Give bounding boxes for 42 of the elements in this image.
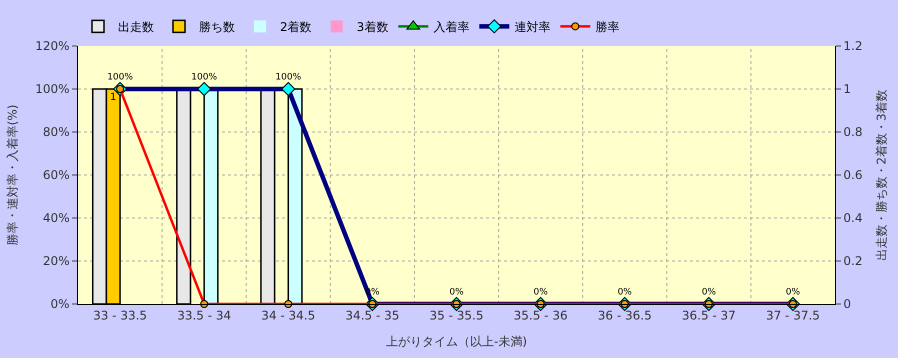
y-axis-title: 勝率・連対率・入着率(%) xyxy=(6,104,20,246)
y-tick-label: 40% xyxy=(42,211,70,226)
x-tick-label: 37 - 37.5 xyxy=(766,308,820,322)
legend-label: 勝ち数 xyxy=(199,20,235,34)
x-tick-label: 36 - 36.5 xyxy=(598,308,652,322)
data-label: 0% xyxy=(702,288,716,298)
x-tick-label: 35.5 - 36 xyxy=(514,308,568,322)
y-tick-label: 120% xyxy=(35,39,70,54)
x-tick-label: 33.5 - 34 xyxy=(177,308,232,322)
x-tick-label: 34.5 - 35 xyxy=(345,308,400,322)
y-tick-label: 0% xyxy=(50,297,70,312)
y-tick-label: 80% xyxy=(42,125,70,140)
y2-tick-label: 0.6 xyxy=(843,168,862,182)
y-tick-label: 60% xyxy=(42,168,70,182)
legend-label: 入着率 xyxy=(433,20,470,34)
data-label: 1 xyxy=(110,92,116,103)
legend-label: 2着数 xyxy=(280,20,312,34)
y2-axis-title: 出走数・勝ち数・2着数・3着数 xyxy=(874,89,888,261)
y2-tick-label: 0 xyxy=(843,297,852,312)
data-label: 100% xyxy=(191,72,218,82)
x-tick-label: 33 - 33.5 xyxy=(93,308,148,322)
legend-label: 3着数 xyxy=(356,20,388,34)
data-label: 100% xyxy=(275,72,302,82)
y2-tick-label: 0.4 xyxy=(843,211,862,226)
x-tick-label: 35 - 35.5 xyxy=(430,308,484,322)
legend-label: 出走数 xyxy=(118,20,154,34)
data-label: 0% xyxy=(786,288,801,298)
x-tick-label: 34 - 34.5 xyxy=(261,308,316,322)
legend-label: 勝率 xyxy=(595,20,620,34)
x-tick-label: 36.5 - 37 xyxy=(682,308,736,322)
y2-tick-label: 0.2 xyxy=(843,254,862,268)
data-label: 0% xyxy=(449,288,464,298)
y2-tick-label: 0.8 xyxy=(843,125,862,140)
y2-tick-label: 1 xyxy=(843,82,852,96)
x-axis-title: 上がりタイム（以上-未満) xyxy=(386,334,528,348)
y2-tick-label: 1.2 xyxy=(843,39,862,54)
y-tick-label: 100% xyxy=(35,82,70,96)
data-label: 0% xyxy=(618,288,632,298)
data-label: 100% xyxy=(107,72,134,82)
data-label: 0% xyxy=(533,288,548,298)
y-tick-label: 20% xyxy=(42,254,70,268)
legend-label: 連対率 xyxy=(514,20,550,34)
